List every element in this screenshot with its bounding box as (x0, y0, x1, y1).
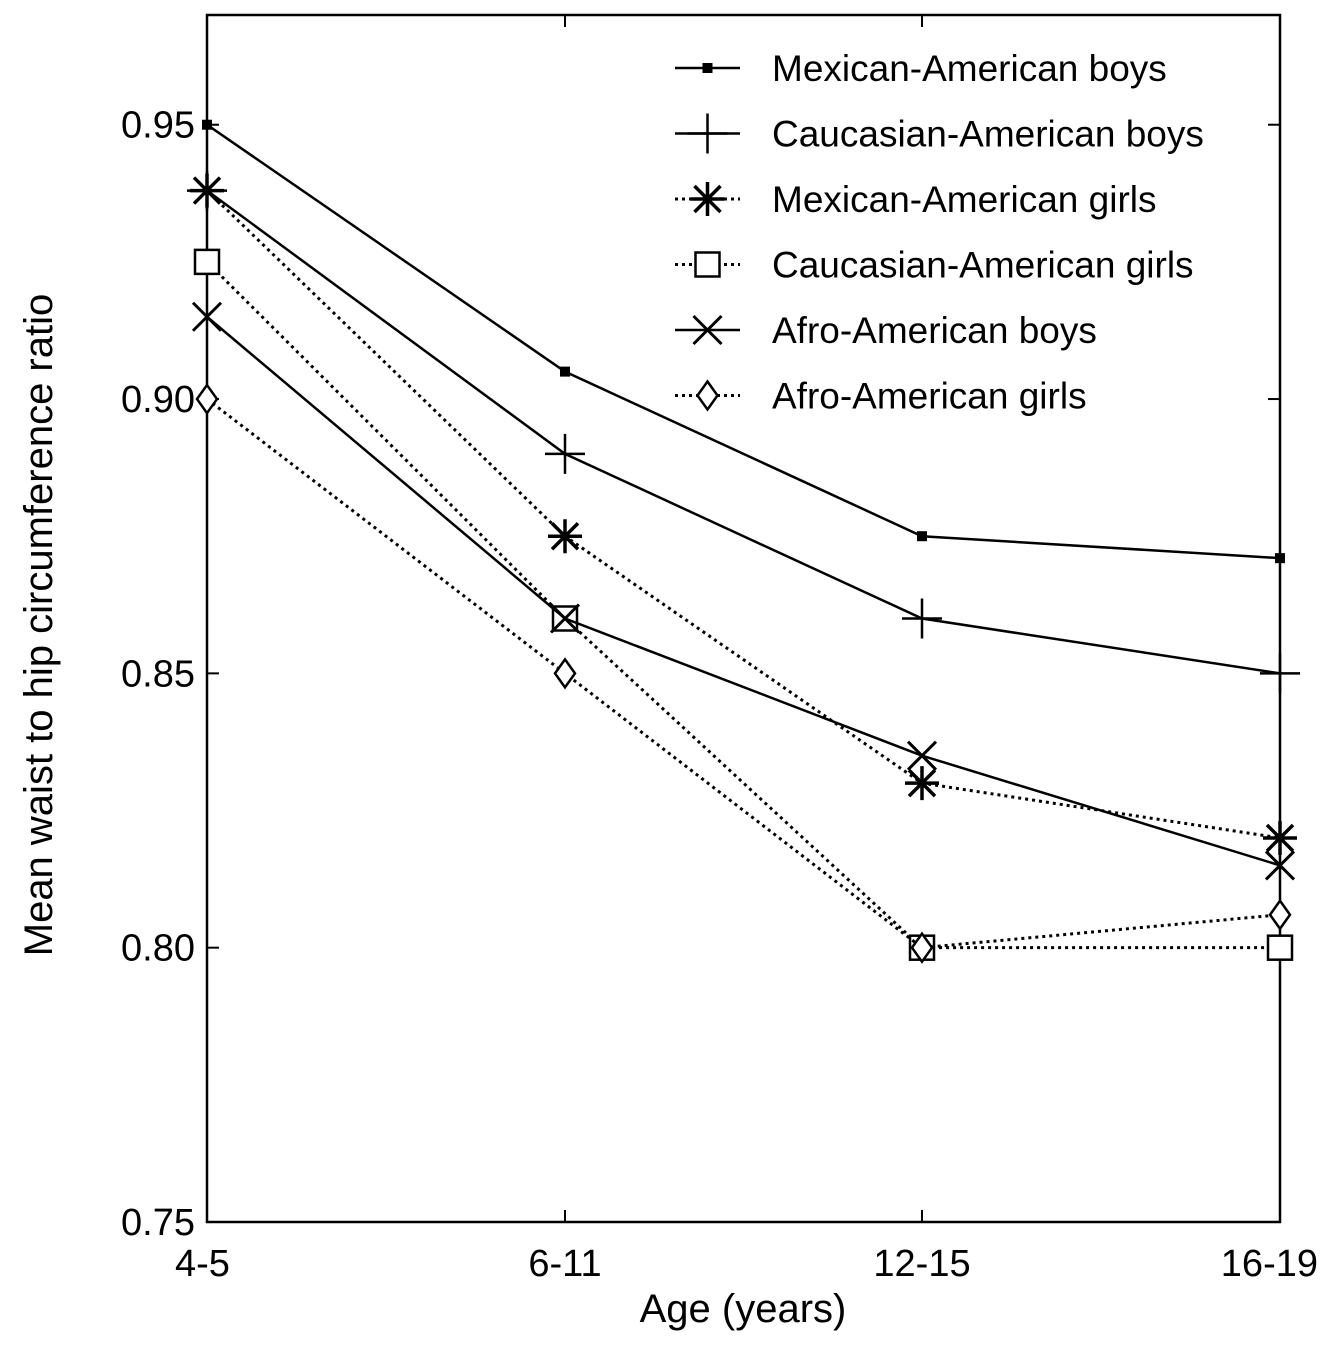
x-tick-label: 12-15 (873, 1243, 970, 1285)
diamond-marker (910, 931, 934, 964)
diamond-marker (195, 382, 219, 416)
asterisk-marker (1263, 820, 1297, 855)
y-axis: 0.75 0.80 0.85 0.90 0.95 (121, 105, 1280, 1244)
series-3 (193, 248, 1294, 961)
legend: Mexican-American boys Caucasian-American … (675, 48, 1204, 417)
plus-marker (545, 433, 585, 474)
series-line (206, 189, 1281, 675)
open-square-marker (1266, 934, 1294, 961)
legend-label: Caucasian-American girls (772, 245, 1194, 286)
diamond-marker (695, 379, 720, 412)
series-line (206, 315, 1281, 867)
legend-item: Mexican-American girls (675, 179, 1157, 220)
x-axis-title: Age (years) (640, 1287, 847, 1331)
legend-label: Mexican-American girls (772, 179, 1157, 220)
legend-label: Mexican-American boys (772, 48, 1167, 89)
filled-square-marker (560, 366, 570, 377)
series-line (205, 260, 1280, 950)
series-2 (190, 173, 1297, 855)
asterisk-marker (690, 182, 725, 216)
series-layer (187, 119, 1300, 964)
series-5 (195, 382, 1292, 964)
asterisk-marker (190, 173, 224, 208)
series-line (206, 397, 1281, 950)
legend-item: Caucasian-American boys (675, 113, 1204, 155)
legend-item: Afro-American boys (675, 310, 1097, 351)
open-square-marker (694, 251, 721, 278)
cross-marker (191, 301, 223, 332)
asterisk-marker (548, 519, 582, 554)
filled-square-marker (702, 63, 713, 73)
cross-marker (692, 314, 723, 346)
plus-marker (1260, 653, 1300, 694)
filled-square-marker (202, 119, 212, 130)
legend-label: Caucasian-American boys (772, 114, 1204, 155)
x-tick-label: 4-5 (175, 1243, 230, 1285)
cross-marker (1264, 850, 1296, 881)
diamond-marker (553, 657, 577, 690)
legend-item: Caucasian-American girls (675, 245, 1194, 286)
y-tick-label: 0.90 (121, 379, 195, 421)
diamond-marker (1268, 898, 1292, 931)
x-tick-label: 16-19 (1221, 1243, 1318, 1285)
series-4 (191, 301, 1296, 881)
legend-item: Mexican-American boys (675, 48, 1167, 89)
plus-marker (902, 598, 942, 639)
legend-item: Afro-American girls (675, 376, 1087, 417)
y-tick-label: 0.95 (121, 105, 195, 147)
y-axis-title: Mean waist to hip circumference ratio (17, 294, 61, 957)
plus-marker (687, 113, 728, 154)
series-line (206, 123, 1281, 560)
filled-square-marker (917, 531, 927, 542)
cross-marker (549, 603, 581, 634)
y-tick-label: 0.85 (121, 653, 195, 695)
y-tick-label: 0.80 (121, 928, 195, 970)
legend-label: Afro-American girls (772, 376, 1087, 417)
filled-square-marker (1275, 553, 1285, 564)
cross-marker (906, 740, 938, 771)
plot-frame (205, 13, 1282, 1224)
legend-label: Afro-American boys (772, 310, 1097, 351)
x-tick-label: 6-11 (528, 1243, 601, 1285)
series-line (205, 189, 1281, 840)
y-tick-label: 0.75 (121, 1202, 195, 1244)
asterisk-marker (905, 766, 939, 801)
x-axis: 4-5 6-11 12-15 16-19 (175, 15, 1318, 1285)
series-0 (202, 119, 1285, 564)
open-square-marker (193, 248, 221, 276)
